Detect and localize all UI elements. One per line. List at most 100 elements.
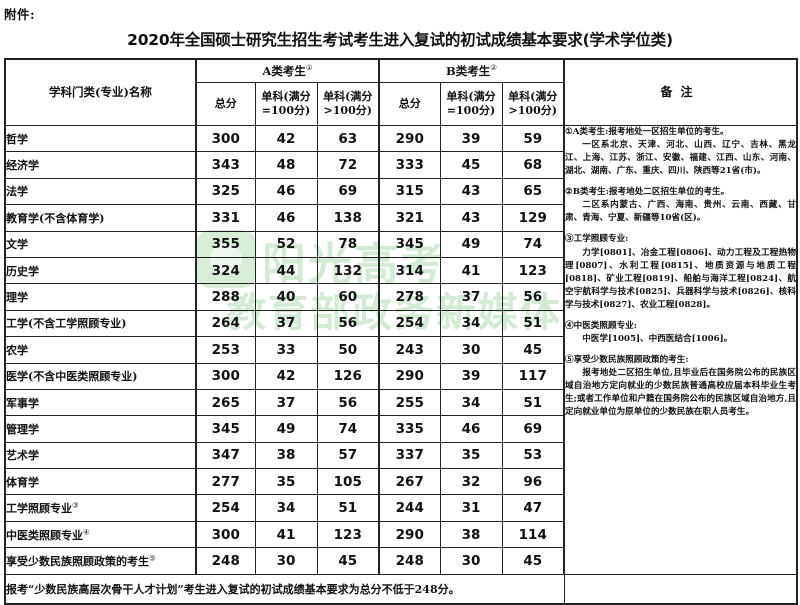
- cell-b-single-gt100: 51: [501, 388, 565, 417]
- cell-b-total: 315: [378, 177, 441, 206]
- remark-note-body: 中医学[1005]、中西医结合[1006]。: [582, 333, 733, 344]
- cell-b-single-le100: 37: [439, 283, 503, 311]
- remark-spacer: [565, 179, 796, 186]
- cell-a-total: 288: [195, 283, 256, 311]
- row-discipline-name: 管理学: [4, 415, 197, 443]
- cell-a-single-le100: 41: [254, 520, 318, 549]
- cell-a-single-gt100: 45: [316, 547, 380, 575]
- footnote-marker-b: ②: [490, 63, 497, 73]
- remark-note-body: 一区系北京、天津、河北、山西、辽宁、吉林、黑龙江、上海、江苏、浙江、安徽、福建、…: [565, 140, 796, 177]
- header-a-single-gt100: 单科(满分 >100分): [316, 82, 380, 126]
- cell-a-total: 248: [195, 547, 256, 575]
- table-row: 文学 355 52 78 345 49 74: [4, 230, 797, 258]
- cell-b-total: 314: [378, 256, 441, 285]
- cell-b-total: 248: [378, 547, 441, 575]
- cell-b-single-gt100: 96: [501, 468, 565, 496]
- header-discipline-name: 学科门类(专业)名称: [4, 58, 197, 126]
- cell-a-total: 253: [195, 336, 256, 364]
- table-row: 艺术学 347 38 57 337 35 53: [4, 441, 797, 470]
- cell-a-single-le100: 46: [254, 204, 318, 232]
- cell-b-total: 267: [378, 468, 441, 496]
- cell-b-single-gt100: 56: [501, 283, 565, 311]
- remarks-content: ①A类考生:报考地处一区招生单位的考生。 一区系北京、天津、河北、山西、辽宁、吉林…: [565, 126, 796, 419]
- cell-b-total: 290: [378, 124, 441, 153]
- discipline-label: 法学: [6, 185, 28, 199]
- header-b-single-le100: 单科(满分 =100分): [439, 82, 503, 126]
- row-discipline-name: 文学: [4, 230, 197, 258]
- header-remarks: 备注: [563, 58, 798, 126]
- remarks-cell: ①A类考生:报考地处一区招生单位的考生。 一区系北京、天津、河北、山西、辽宁、吉林…: [563, 125, 798, 575]
- discipline-label: 体育学: [6, 475, 39, 489]
- cell-a-single-gt100: 56: [316, 309, 380, 338]
- remark-spacer: [565, 347, 796, 354]
- cell-a-single-gt100: 51: [316, 494, 380, 522]
- cell-a-total: 331: [195, 204, 256, 232]
- cell-b-single-gt100: 45: [501, 336, 565, 364]
- cell-a-single-le100: 44: [254, 256, 318, 285]
- remark-spacer: [565, 226, 796, 233]
- cell-a-total: 343: [195, 151, 256, 179]
- table-row: 医学(不含中医类照顾专业) 300 42 126 290 39 117: [4, 362, 797, 390]
- discipline-label: 文学: [6, 238, 28, 252]
- table-row: 历史学 324 44 132 314 41 123: [4, 256, 797, 285]
- cell-b-single-gt100: 68: [501, 151, 565, 179]
- row-discipline-name: 法学: [4, 177, 197, 206]
- cell-b-total: 337: [378, 441, 441, 470]
- cell-b-total: 278: [378, 283, 441, 311]
- cell-b-single-le100: 30: [439, 336, 503, 364]
- cell-b-total: 244: [378, 494, 441, 522]
- cell-b-total: 333: [378, 151, 441, 179]
- cell-b-single-le100: 39: [439, 362, 503, 390]
- cell-b-single-le100: 30: [439, 547, 503, 575]
- discipline-label: 军事学: [6, 396, 39, 410]
- cell-a-single-le100: 37: [254, 388, 318, 417]
- cell-a-single-gt100: 60: [316, 283, 380, 311]
- cell-b-single-le100: 34: [439, 388, 503, 417]
- discipline-label: 管理学: [6, 422, 39, 436]
- cell-a-total: 300: [195, 362, 256, 390]
- cell-a-single-gt100: 78: [316, 230, 380, 258]
- footer-note: 报考“少数民族高层次骨干人才计划”考生进入复试的初试成绩基本要求为总分不低于24…: [4, 573, 565, 605]
- table-row: 法学 325 46 69 315 43 65: [4, 177, 797, 206]
- cell-b-single-gt100: 69: [501, 415, 565, 443]
- cell-b-single-gt100: 74: [501, 230, 565, 258]
- cell-b-total: 345: [378, 230, 441, 258]
- table-row: 中医类照顾专业④ 300 41 123 290 38 114: [4, 520, 797, 549]
- cell-a-single-le100: 49: [254, 415, 318, 443]
- cell-a-single-gt100: 50: [316, 336, 380, 364]
- cell-a-single-le100: 46: [254, 177, 318, 206]
- cell-a-total: 325: [195, 177, 256, 206]
- header-a-single-le100: 单科(满分 =100分): [254, 82, 318, 126]
- cell-b-single-gt100: 47: [501, 494, 565, 522]
- row-discipline-name: 理学: [4, 283, 197, 311]
- remark-note: ④中医类照顾专业: 中医学[1005]、中西医结合[1006]。: [565, 320, 796, 346]
- discipline-label: 理学: [6, 291, 28, 305]
- cell-a-single-le100: 42: [254, 124, 318, 153]
- cell-b-single-le100: 32: [439, 468, 503, 496]
- row-discipline-name: 中医类照顾专业④: [4, 520, 197, 549]
- footnote-marker: ④: [83, 526, 90, 536]
- cell-a-single-gt100: 132: [316, 256, 380, 285]
- table-row: 教育学(不含体育学) 331 46 138 321 43 129: [4, 204, 797, 232]
- cell-a-total: 300: [195, 124, 256, 153]
- footnote-marker: ⑤: [149, 553, 156, 563]
- remark-note-head: ⑤享受少数民族照顾政策的考生:: [565, 354, 689, 365]
- table-row: 工学照顾专业③ 254 34 51 244 31 47: [4, 494, 797, 522]
- cell-a-single-le100: 35: [254, 468, 318, 496]
- cell-a-single-le100: 38: [254, 441, 318, 470]
- table-footer-row: 报考“少数民族高层次骨干人才计划”考生进入复试的初试成绩基本要求为总分不低于24…: [4, 573, 798, 605]
- cell-a-single-gt100: 138: [316, 204, 380, 232]
- cell-a-single-gt100: 57: [316, 441, 380, 470]
- cell-b-single-le100: 34: [439, 309, 503, 338]
- row-discipline-name: 艺术学: [4, 441, 197, 470]
- header-group-b: B类考生②: [378, 58, 565, 83]
- cell-a-single-le100: 52: [254, 230, 318, 258]
- cell-a-total: 324: [195, 256, 256, 285]
- cell-b-single-le100: 43: [439, 204, 503, 232]
- cell-b-single-le100: 39: [439, 124, 503, 153]
- row-discipline-name: 经济学: [4, 151, 197, 179]
- cell-b-single-le100: 41: [439, 256, 503, 285]
- cell-a-single-gt100: 105: [316, 468, 380, 496]
- cell-a-single-gt100: 69: [316, 177, 380, 206]
- header-a-total: 总分: [195, 82, 256, 126]
